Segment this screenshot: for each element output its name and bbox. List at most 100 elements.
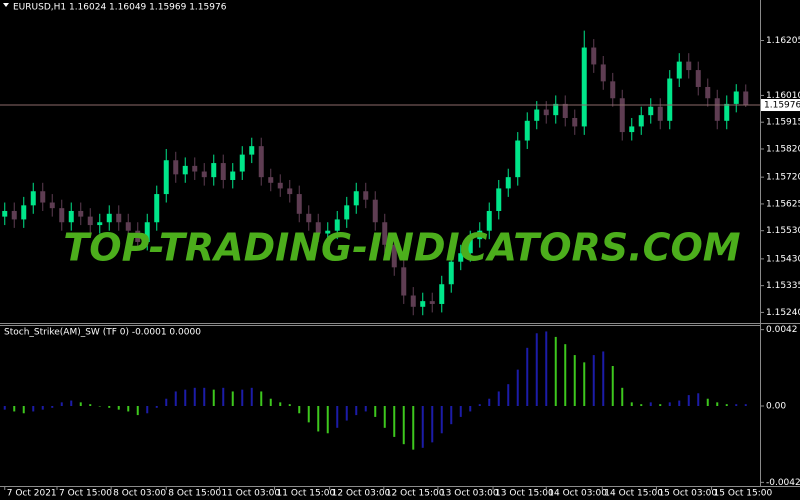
histogram-bar — [687, 395, 690, 406]
candle-body — [163, 160, 169, 195]
candle-body — [391, 244, 397, 268]
histogram-bar — [431, 406, 434, 443]
candle-body — [733, 91, 739, 104]
histogram-bar — [611, 366, 614, 406]
last-price-label: 1.15976 — [764, 101, 800, 111]
candle-body — [125, 222, 131, 231]
histogram-bar — [317, 406, 320, 432]
histogram-bar — [364, 406, 367, 412]
candle-body — [638, 115, 644, 127]
candle-body — [59, 208, 65, 223]
candle-body — [182, 165, 188, 175]
x-tick-label: 8 Oct 03:00 — [113, 489, 166, 499]
histogram-bar — [326, 406, 329, 434]
candle-body — [220, 163, 226, 180]
histogram-bar — [440, 406, 443, 434]
candle-body — [258, 146, 264, 178]
candle-body — [315, 222, 321, 234]
candle-body — [40, 191, 46, 203]
histogram-bar — [108, 406, 111, 408]
histogram-bar — [602, 351, 605, 406]
histogram-bar — [564, 344, 567, 406]
histogram-bar — [3, 406, 6, 410]
histogram-bar — [450, 406, 453, 425]
histogram-bar — [98, 406, 101, 407]
histogram-bar — [231, 391, 234, 406]
candle-body — [97, 222, 103, 226]
histogram-bar — [716, 402, 719, 406]
candle-body — [524, 120, 530, 141]
candle-body — [714, 98, 720, 121]
histogram-bar — [174, 391, 177, 406]
candle-body — [192, 165, 198, 172]
candle-body — [201, 171, 207, 178]
candle-body — [619, 98, 625, 133]
histogram-bar — [288, 404, 291, 406]
candle-body — [49, 202, 55, 209]
watermark: TOP-TRADING-INDICATORS.COM — [63, 226, 740, 270]
histogram-bar — [136, 406, 139, 416]
candle-body — [686, 61, 692, 71]
histogram-bar — [70, 400, 73, 406]
candle-body — [401, 267, 407, 296]
candle-body — [572, 117, 578, 127]
histogram-bar — [478, 404, 481, 406]
y-tick-label: 1.15720 — [766, 173, 800, 183]
candle-body — [249, 146, 255, 155]
histogram-bar — [374, 406, 377, 417]
candle-body — [600, 64, 606, 82]
histogram-bar — [241, 389, 244, 406]
candle-body — [11, 210, 17, 220]
candle-body — [230, 171, 236, 180]
candle-body — [657, 106, 663, 121]
candle-body — [277, 182, 283, 189]
x-tick-label: 15 Oct 03:00 — [658, 489, 717, 499]
candle-body — [629, 126, 635, 133]
histogram-bar — [298, 406, 301, 414]
histogram-bar — [32, 406, 35, 412]
histogram-bar — [307, 406, 310, 423]
candle-body — [496, 188, 502, 211]
x-tick-label: 11 Oct 15:00 — [277, 489, 336, 499]
histogram-bar — [212, 389, 215, 406]
x-tick-label: 8 Oct 15:00 — [168, 489, 221, 499]
candle-body — [2, 210, 8, 217]
candle-body — [296, 194, 302, 214]
histogram-bar — [250, 387, 253, 406]
histogram-bar — [421, 406, 424, 448]
candle-body — [724, 103, 730, 121]
histogram-bar — [336, 406, 339, 428]
histogram-bar — [725, 404, 728, 406]
candle-body — [676, 61, 682, 79]
histogram-bar — [735, 404, 738, 406]
histogram-bar — [640, 404, 643, 406]
histogram-bar — [402, 406, 405, 445]
histogram-bar — [89, 404, 92, 406]
x-tick-label: 12 Oct 03:00 — [332, 489, 391, 499]
histogram-bar — [573, 355, 576, 406]
histogram-bar — [554, 336, 557, 406]
x-tick-label: 11 Oct 03:00 — [221, 489, 280, 499]
histogram-bar — [469, 406, 472, 412]
candle-body — [78, 210, 84, 217]
histogram-bar — [79, 402, 82, 406]
candle-body — [268, 177, 274, 183]
histogram-bar — [697, 393, 700, 406]
x-tick-label: 7 Oct 2021 — [7, 489, 57, 499]
symbol-icon — [3, 3, 9, 7]
y-tick-label: 1.16010 — [766, 91, 800, 101]
candle-body — [477, 230, 483, 240]
candle-body — [306, 213, 312, 223]
histogram-bar — [22, 406, 25, 414]
candle-body — [325, 230, 331, 234]
histogram-bar — [526, 347, 529, 406]
histogram-bar — [592, 355, 595, 406]
histogram-bar — [184, 389, 187, 406]
histogram-bar — [706, 398, 709, 406]
candle-body — [667, 78, 673, 121]
histogram-bar — [621, 387, 624, 406]
candle-body — [420, 301, 426, 307]
histogram-bar — [507, 384, 510, 406]
